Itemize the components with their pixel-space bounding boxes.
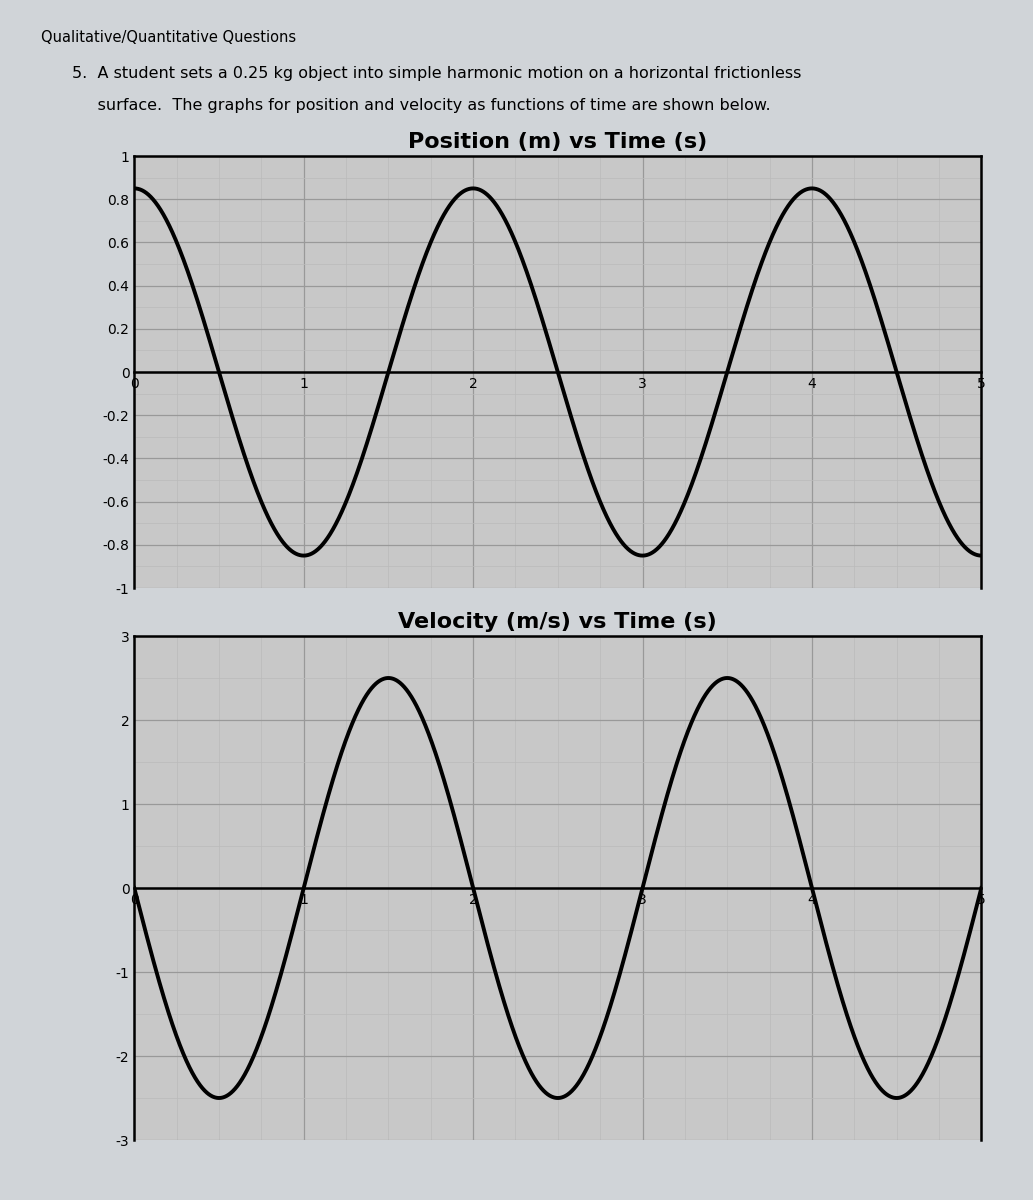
Title: Velocity (m/s) vs Time (s): Velocity (m/s) vs Time (s)	[399, 612, 717, 631]
Text: surface.  The graphs for position and velocity as functions of time are shown be: surface. The graphs for position and vel…	[72, 98, 771, 113]
Text: Qualitative/Quantitative Questions: Qualitative/Quantitative Questions	[41, 30, 296, 44]
Text: 5.  A student sets a 0.25 kg object into simple harmonic motion on a horizontal : 5. A student sets a 0.25 kg object into …	[72, 66, 802, 80]
Title: Position (m) vs Time (s): Position (m) vs Time (s)	[408, 132, 708, 151]
